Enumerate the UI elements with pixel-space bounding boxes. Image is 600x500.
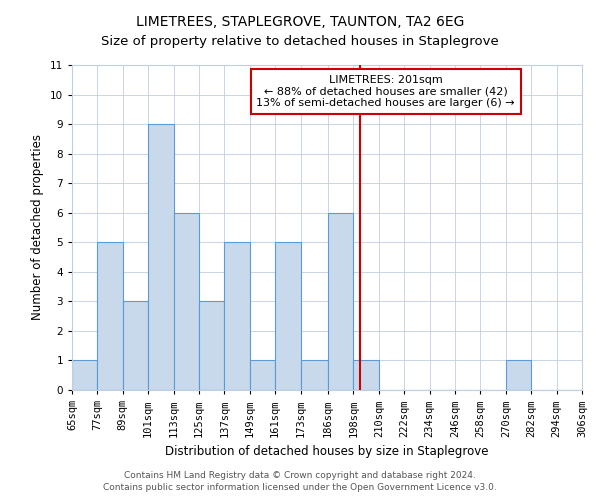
Bar [97,242,123,390]
Y-axis label: Number of detached properties: Number of detached properties [31,134,44,320]
Bar [199,302,224,390]
Bar [275,242,301,390]
Text: Contains HM Land Registry data © Crown copyright and database right 2024.
Contai: Contains HM Land Registry data © Crown c… [103,471,497,492]
Bar [148,124,173,390]
Text: Size of property relative to detached houses in Staplegrove: Size of property relative to detached ho… [101,35,499,48]
Bar [173,212,199,390]
Bar [506,360,531,390]
Text: LIMETREES, STAPLEGROVE, TAUNTON, TA2 6EG: LIMETREES, STAPLEGROVE, TAUNTON, TA2 6EG [136,15,464,29]
Text: LIMETREES: 201sqm
← 88% of detached houses are smaller (42)
13% of semi-detached: LIMETREES: 201sqm ← 88% of detached hous… [256,74,515,108]
Bar [301,360,328,390]
X-axis label: Distribution of detached houses by size in Staplegrove: Distribution of detached houses by size … [165,445,489,458]
Bar [123,302,148,390]
Bar [328,212,353,390]
Bar [250,360,275,390]
Bar [353,360,379,390]
Bar [72,360,97,390]
Bar [224,242,250,390]
